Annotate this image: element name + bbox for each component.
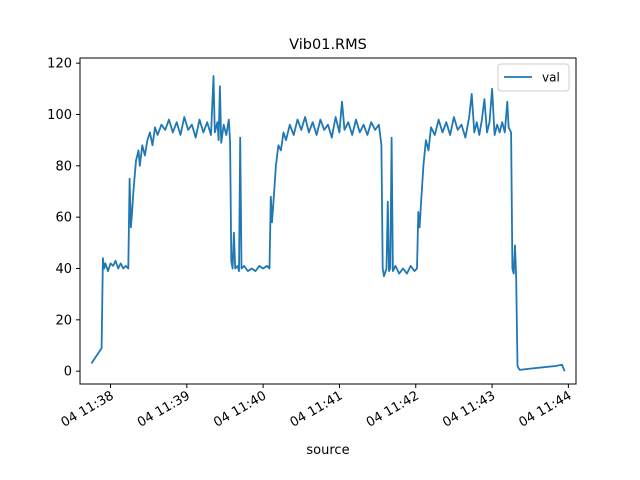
legend-box [497,63,570,92]
y-tick-label: 40 [55,262,72,277]
x-tick-label: 04 11:42 [364,388,422,430]
y-tick-label: 100 [47,108,72,123]
x-tick-label: 04 11:41 [288,388,346,430]
y-axis: 0 20 40 60 80 100 120 [47,57,80,380]
chart-title: Vib01.RMS [289,37,367,53]
x-tick-label: 04 11:38 [59,388,117,430]
legend-label-val: val [542,71,560,85]
y-tick-label: 60 [55,211,72,226]
plot-series-layer [90,75,566,372]
y-tick-label: 120 [47,57,72,72]
plot-frame [79,57,577,385]
x-tick-label: 04 11:44 [517,388,575,430]
series-line-val [90,75,566,372]
x-tick-label: 04 11:40 [211,388,269,430]
x-tick-label: 04 11:39 [135,388,193,430]
x-axis-label: source [306,443,349,458]
y-tick-label: 0 [64,365,72,380]
y-tick-label: 80 [55,159,72,174]
x-axis: 04 11:38 04 11:39 04 11:40 04 11:41 04 11:42… [59,384,575,431]
legend: val [497,63,570,92]
x-tick-label: 04 11:43 [440,388,498,430]
y-tick-label: 20 [55,313,72,328]
